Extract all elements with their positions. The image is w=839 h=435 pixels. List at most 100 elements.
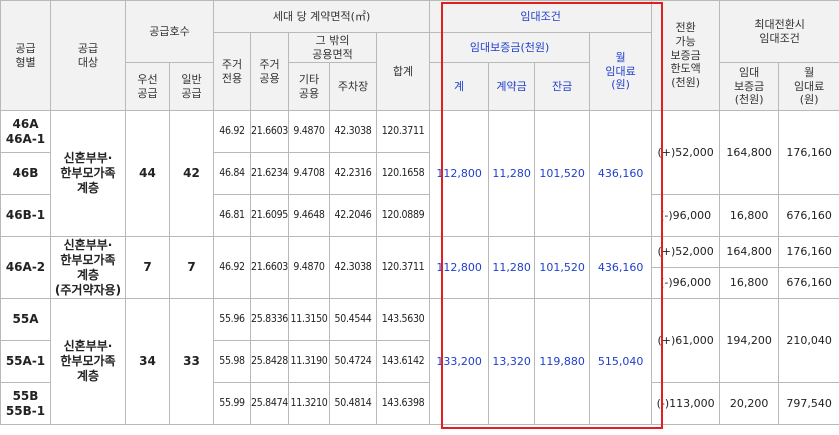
unit-type-cell: 46A 46A-1	[0, 110, 51, 153]
deposit-total-value: 112,800	[429, 110, 490, 237]
unit-type-cell: 46B	[0, 152, 51, 195]
other-common-value: 11.3150	[288, 298, 331, 341]
max-rent-value: 797,540	[778, 382, 839, 425]
res-exclusive-value: 46.92	[213, 236, 252, 299]
max-deposit-value: 164,800	[719, 236, 780, 268]
priority-count: 34	[125, 298, 170, 425]
other-common-value: 11.3190	[288, 340, 331, 383]
res-exclusive-value: 46.92	[213, 110, 252, 153]
header-max-deposit: 임대 보증금 (천원)	[719, 62, 780, 111]
res-common-value: 21.6603	[250, 236, 290, 299]
parking-value: 42.3038	[329, 236, 378, 299]
res-common-value: 21.6603	[250, 110, 290, 153]
priority-count: 7	[125, 236, 170, 299]
header-max-rent: 월 임대료 (원)	[778, 62, 839, 111]
other-common-value: 9.4870	[288, 110, 331, 153]
other-common-value: 9.4708	[288, 152, 331, 195]
header-priority: 우선 공급	[125, 62, 170, 111]
area-total-value: 120.0889	[376, 194, 431, 237]
max-rent-value: 210,040	[778, 298, 839, 383]
max-deposit-value: 16,800	[719, 194, 780, 237]
rental-conditions-table: 공급 형별 공급 대상 공급호수 세대 당 계약면적(㎡) 임대조건 전환 가능 보증금…	[0, 0, 839, 425]
header-other-common: 그 밖의 공용면적	[288, 32, 378, 63]
table-row: 46A 46A-1 신혼부부· 한부모가족 계층 44 42 46.92 21.660…	[0, 110, 839, 237]
header-supply-type: 공급 형별	[0, 0, 51, 111]
parking-value: 42.2316	[329, 152, 378, 195]
supply-target-cell: 신혼부부· 한부모가족 계층	[50, 110, 126, 237]
conversion-limit-value: (+)52,000	[651, 110, 721, 195]
parking-value: 50.4814	[329, 382, 378, 425]
header-deposit-group: 임대보증금(천원)	[429, 32, 591, 63]
res-exclusive-value: 46.84	[213, 152, 252, 195]
res-common-value: 21.6234	[250, 152, 290, 195]
table-row: 46A-2 신혼부부· 한부모가족 계층 (주거약자용) 7 7 46.92 21.6…	[0, 236, 839, 299]
table-row: 55A-1 55.98 25.8428 11.3190 50.4724 143.…	[0, 340, 839, 383]
unit-type-cell: 55B 55B-1	[0, 382, 51, 425]
parking-value: 50.4544	[329, 298, 378, 341]
header-deposit-balance: 잔금	[534, 62, 591, 111]
header-rent-group: 임대조건	[429, 0, 653, 33]
unit-type-cell: 46A-2	[0, 236, 51, 299]
parking-value: 42.3038	[329, 110, 378, 153]
deposit-contract-value: 13,320	[488, 298, 536, 425]
supply-target-cell: 신혼부부· 한부모가족 계층	[50, 298, 126, 425]
header-general: 일반 공급	[168, 62, 215, 111]
max-rent-value: 676,160	[778, 267, 839, 299]
general-count: 7	[168, 236, 215, 299]
conversion-limit-value: (+)52,000	[651, 236, 721, 268]
max-deposit-value: 20,200	[719, 382, 780, 425]
header-area-group: 세대 당 계약면적(㎡)	[213, 0, 431, 33]
general-count: 33	[168, 298, 215, 425]
header-res-common: 주거 공용	[250, 32, 290, 111]
conversion-limit-value: (-)113,000	[651, 382, 721, 425]
max-deposit-value: 194,200	[719, 298, 780, 383]
header-supply-units: 공급호수	[124, 0, 215, 63]
table-row: 46B-1 46.81 21.6095 9.4648 42.2046 120.0…	[0, 194, 839, 237]
area-total-value: 120.1658	[376, 152, 431, 195]
parking-value: 50.4724	[329, 340, 378, 383]
unit-type-cell: 55A	[0, 298, 51, 341]
header-area-total: 합계	[376, 32, 431, 111]
max-rent-value: 176,160	[778, 110, 839, 195]
other-common-value: 9.4648	[288, 194, 331, 237]
area-total-value: 143.6142	[376, 340, 431, 383]
res-common-value: 21.6095	[250, 194, 290, 237]
monthly-rent-value: 436,160	[589, 236, 653, 299]
table-row: 55A 신혼부부· 한부모가족 계층 34 33 55.96 25.8336 11.…	[0, 298, 839, 425]
other-common-value: 9.4870	[288, 236, 331, 299]
deposit-balance-value: 101,520	[534, 110, 591, 237]
unit-type-cell: 46B-1	[0, 194, 51, 237]
area-total-value: 143.6398	[376, 382, 431, 425]
res-common-value: 25.8336	[250, 298, 290, 341]
monthly-rent-value: 515,040	[589, 298, 653, 425]
general-count: 42	[168, 110, 215, 237]
header-res-exclusive: 주거 전용	[213, 32, 252, 111]
area-total-value: 120.3711	[376, 110, 431, 153]
header-deposit-total: 계	[429, 62, 490, 111]
deposit-balance-value: 101,520	[534, 236, 591, 299]
supply-target-cell: 신혼부부· 한부모가족 계층 (주거약자용)	[50, 236, 126, 299]
other-common-value: 11.3210	[288, 382, 331, 425]
header-other-shared: 기타 공용	[288, 62, 331, 111]
res-common-value: 25.8474	[250, 382, 290, 425]
res-exclusive-value: 55.99	[213, 382, 252, 425]
res-exclusive-value: 46.81	[213, 194, 252, 237]
area-total-value: 120.3711	[376, 236, 431, 299]
deposit-contract-value: 11,280	[488, 110, 536, 237]
unit-type-cell: 55A-1	[0, 340, 51, 383]
max-rent-value: 676,160	[778, 194, 839, 237]
deposit-total-value: 112,800	[429, 236, 490, 299]
header-supply-target: 공급 대상	[50, 0, 126, 111]
parking-value: 42.2046	[329, 194, 378, 237]
area-total-value: 143.5630	[376, 298, 431, 341]
table-row: 46B 46.84 21.6234 9.4708 42.2316 120.165…	[0, 152, 839, 195]
res-exclusive-value: 55.96	[213, 298, 252, 341]
max-deposit-value: 16,800	[719, 267, 780, 299]
res-common-value: 25.8428	[250, 340, 290, 383]
header-conversion-limit: 전환 가능 보증금 한도액 (천원)	[651, 0, 721, 111]
table-row: 55B 55B-1 55.99 25.8474 11.3210 50.4814 1…	[0, 382, 839, 425]
header-deposit-contract: 계약금	[488, 62, 536, 111]
max-deposit-value: 164,800	[719, 110, 780, 195]
header-max-conversion: 최대전환시 임대조건	[719, 0, 839, 63]
deposit-total-value: 133,200	[429, 298, 490, 425]
